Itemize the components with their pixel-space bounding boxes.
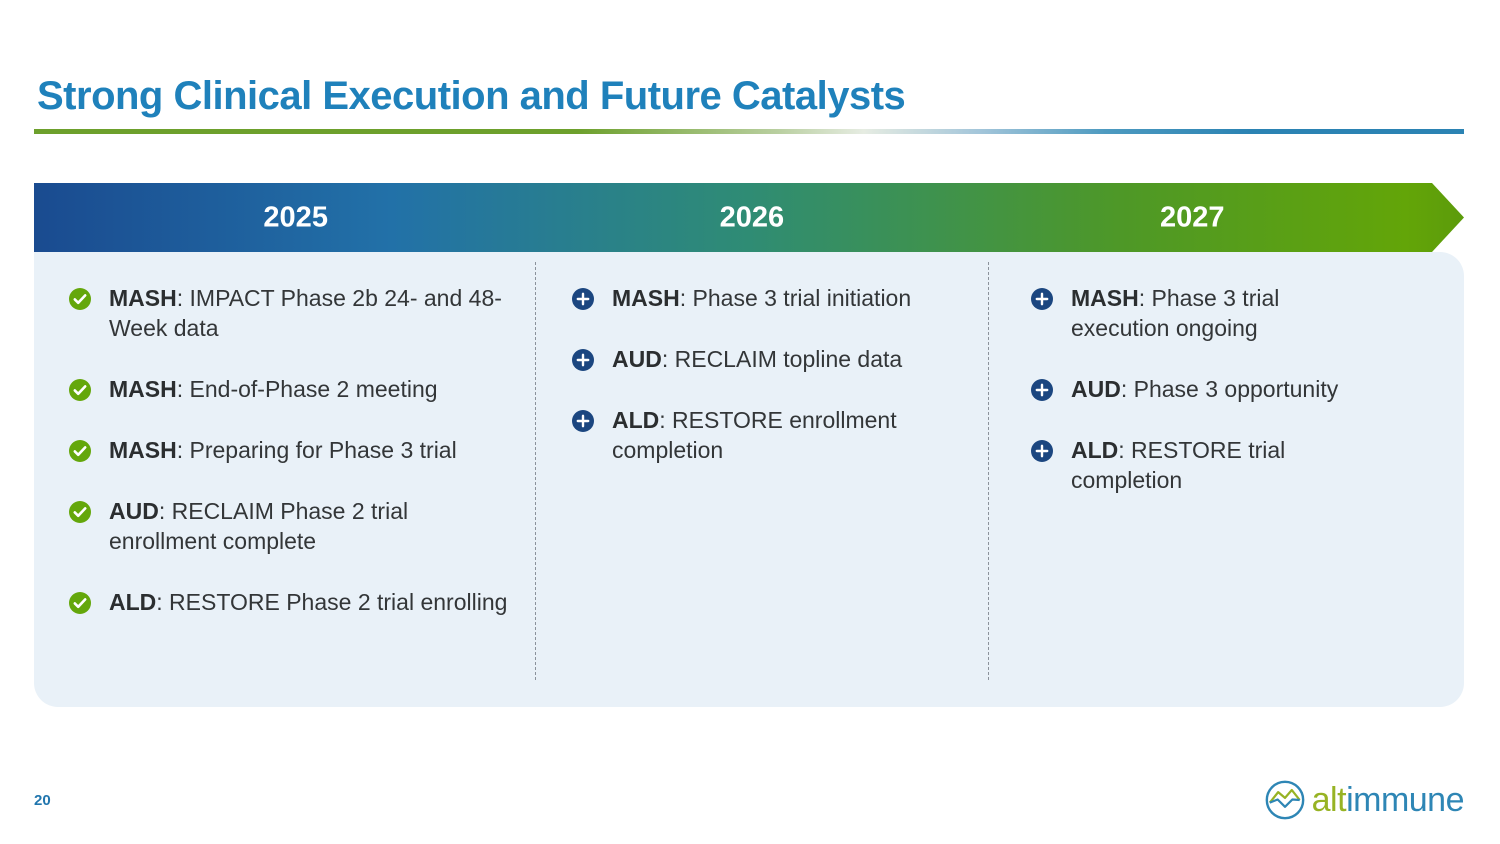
timeline-year-2026: 2026 — [719, 201, 785, 233]
altimmune-mountain-icon — [1265, 780, 1305, 820]
altimmune-wordmark: altimmune — [1311, 780, 1465, 819]
column-divider — [535, 262, 536, 680]
check-icon — [68, 439, 92, 463]
timeline-year-2027: 2027 — [1160, 201, 1225, 233]
item-text: MASH: Phase 3 trial execution ongoing — [1071, 285, 1280, 341]
item-text: ALD: RESTORE trial completion — [1071, 437, 1286, 493]
item-text: MASH: Phase 3 trial initiation — [612, 285, 912, 311]
list-item: MASH: IMPACT Phase 2b 24- and 48-Week da… — [68, 283, 535, 343]
plus-icon — [1030, 287, 1054, 311]
list-item: AUD: RECLAIM topline data — [571, 344, 988, 374]
item-text: MASH: Preparing for Phase 3 trial — [109, 437, 457, 463]
plus-icon — [571, 287, 595, 311]
item-text: MASH: IMPACT Phase 2b 24- and 48-Week da… — [109, 285, 502, 341]
plus-icon — [1030, 378, 1054, 402]
timeline-year-2025: 2025 — [263, 201, 328, 233]
check-icon — [68, 378, 92, 402]
list-item: MASH: Preparing for Phase 3 trial — [68, 435, 535, 465]
list-item: AUD: RECLAIM Phase 2 trial enrollment co… — [68, 496, 535, 556]
check-icon — [68, 591, 92, 615]
item-text: ALD: RESTORE enrollment completion — [612, 407, 897, 463]
column-2027: MASH: Phase 3 trial execution ongoing AU… — [988, 252, 1464, 707]
plus-icon — [571, 409, 595, 433]
list-item: ALD: RESTORE Phase 2 trial enrolling — [68, 587, 535, 617]
page-number: 20 — [34, 792, 51, 809]
column-divider — [988, 262, 989, 680]
check-icon — [68, 500, 92, 524]
timeline-banner: 2025 2026 2027 — [34, 183, 1464, 252]
item-text: MASH: End-of-Phase 2 meeting — [109, 376, 438, 402]
column-2025: MASH: IMPACT Phase 2b 24- and 48-Week da… — [34, 252, 535, 707]
altimmune-logo: altimmune — [1264, 779, 1464, 821]
list-item: ALD: RESTORE trial completion — [1030, 435, 1464, 495]
list-item: MASH: Phase 3 trial initiation — [571, 283, 988, 313]
item-text: AUD: RECLAIM Phase 2 trial enrollment co… — [109, 498, 409, 554]
catalysts-panel: MASH: IMPACT Phase 2b 24- and 48-Week da… — [34, 252, 1464, 707]
column-2026: MASH: Phase 3 trial initiation AUD: RECL… — [535, 252, 988, 707]
page-title: Strong Clinical Execution and Future Cat… — [37, 74, 906, 118]
list-item: AUD: Phase 3 opportunity — [1030, 374, 1464, 404]
item-text: AUD: RECLAIM topline data — [612, 346, 903, 372]
list-item: ALD: RESTORE enrollment completion — [571, 405, 988, 465]
title-underline — [34, 129, 1464, 134]
item-text: AUD: Phase 3 opportunity — [1071, 376, 1339, 402]
list-item: MASH: Phase 3 trial execution ongoing — [1030, 283, 1464, 343]
list-item: MASH: End-of-Phase 2 meeting — [68, 374, 535, 404]
check-icon — [68, 287, 92, 311]
plus-icon — [1030, 439, 1054, 463]
item-text: ALD: RESTORE Phase 2 trial enrolling — [109, 589, 508, 615]
plus-icon — [571, 348, 595, 372]
